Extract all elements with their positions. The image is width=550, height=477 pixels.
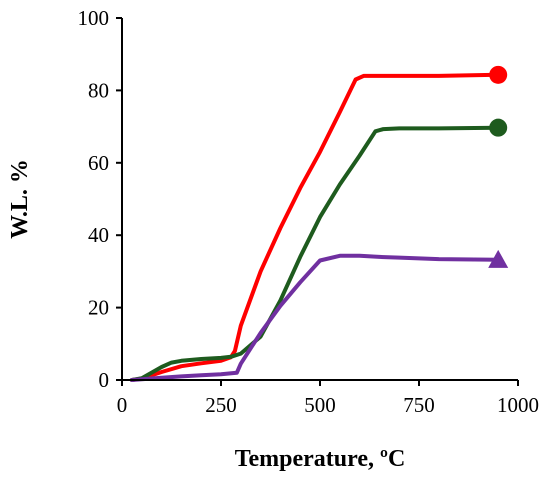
x-tick-label: 1000 — [497, 393, 539, 417]
series-2-marker — [489, 118, 508, 137]
series-2-line — [129, 125, 501, 382]
y-tick-label: 40 — [88, 223, 109, 247]
y-tick-label: 80 — [88, 78, 109, 102]
x-tick-label: 0 — [117, 393, 128, 417]
x-tick-label: 750 — [403, 393, 435, 417]
y-tick-label: 20 — [88, 296, 109, 320]
plot-area — [129, 65, 509, 382]
series-1-line — [129, 72, 501, 382]
y-axis-title: W.L. % — [7, 159, 33, 239]
y-tick-label: 0 — [99, 368, 110, 392]
series-1-marker — [489, 65, 508, 84]
series-3-line — [129, 253, 501, 382]
y-tick-label: 100 — [78, 6, 110, 30]
y-tick-label: 60 — [88, 151, 109, 175]
x-tick-label: 250 — [205, 393, 237, 417]
x-axis-title: Temperature, ºC — [235, 446, 406, 472]
ticks: 0 250 500 750 1000 0 20 40 60 80 100 — [78, 6, 540, 417]
x-tick-label: 500 — [304, 393, 336, 417]
series-3-marker — [488, 249, 509, 268]
